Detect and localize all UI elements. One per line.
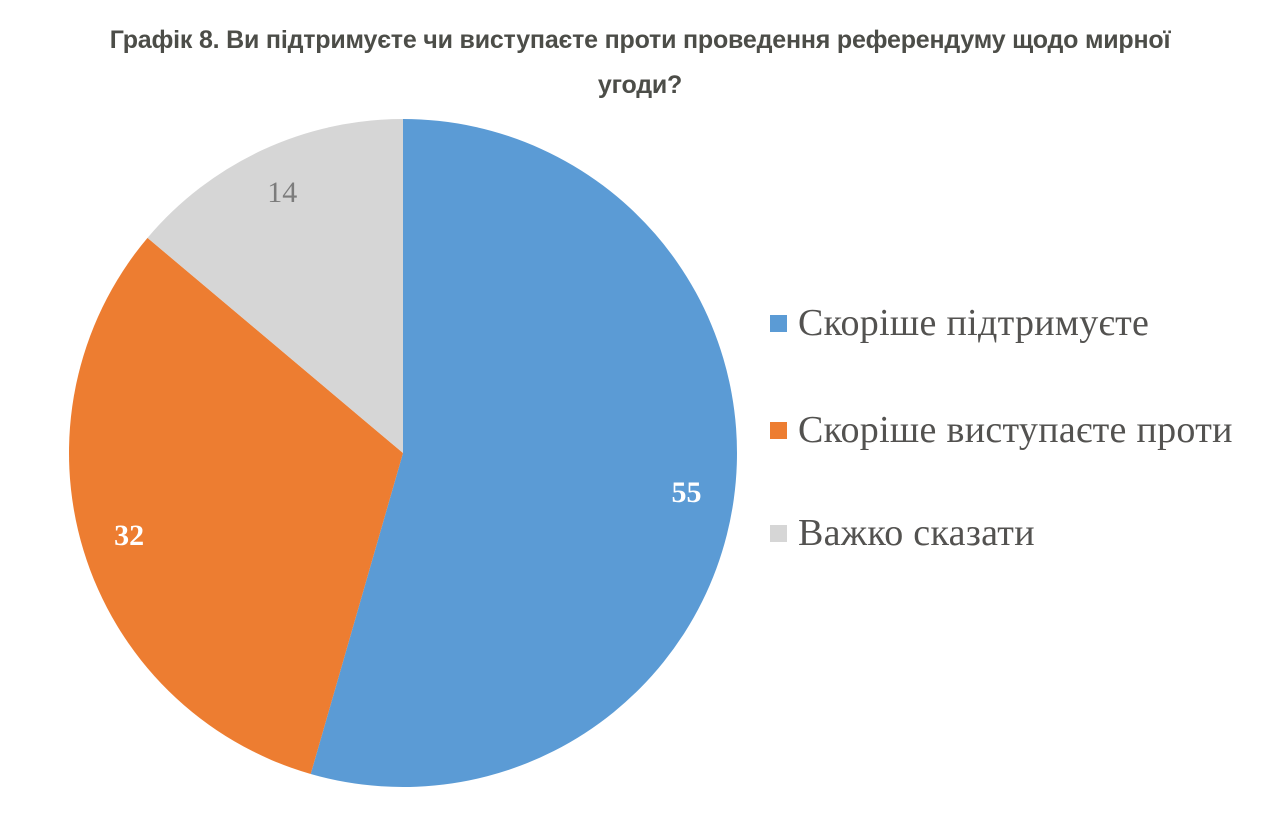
chart-title-line1: Графік 8. Ви підтримуєте чи виступаєте п… bbox=[109, 26, 1171, 54]
legend-swatch-support bbox=[770, 314, 787, 332]
legend-label-support: Скоріше підтримуєте bbox=[798, 302, 1150, 344]
legend-swatch-hard-to-say bbox=[770, 524, 787, 542]
pie-slice-value-1: 32 bbox=[114, 519, 145, 553]
pie-slice-value-0: 55 bbox=[671, 475, 702, 509]
pie-slice-value-2: 14 bbox=[267, 176, 298, 210]
legend-item-oppose: Скоріше виступаєте проти bbox=[770, 409, 1233, 451]
pie-chart: 55 32 14 bbox=[68, 118, 738, 788]
legend-label-hard-to-say: Важко сказати bbox=[798, 512, 1035, 554]
legend-label-oppose: Скоріше виступаєте проти bbox=[798, 409, 1233, 451]
legend-item-hard-to-say: Важко сказати bbox=[770, 512, 1035, 554]
pie-slice-1 bbox=[69, 237, 403, 774]
chart-title-line2: угоди? bbox=[597, 71, 683, 99]
pie-slice-0 bbox=[310, 119, 738, 787]
chart-title: Графік 8. Ви підтримуєте чи виступаєте п… bbox=[30, 18, 1250, 108]
legend-item-support: Скоріше підтримуєте bbox=[770, 302, 1149, 344]
pie-chart-svg bbox=[69, 119, 738, 787]
legend-swatch-oppose bbox=[770, 421, 787, 439]
pie-slice-2 bbox=[147, 119, 403, 453]
